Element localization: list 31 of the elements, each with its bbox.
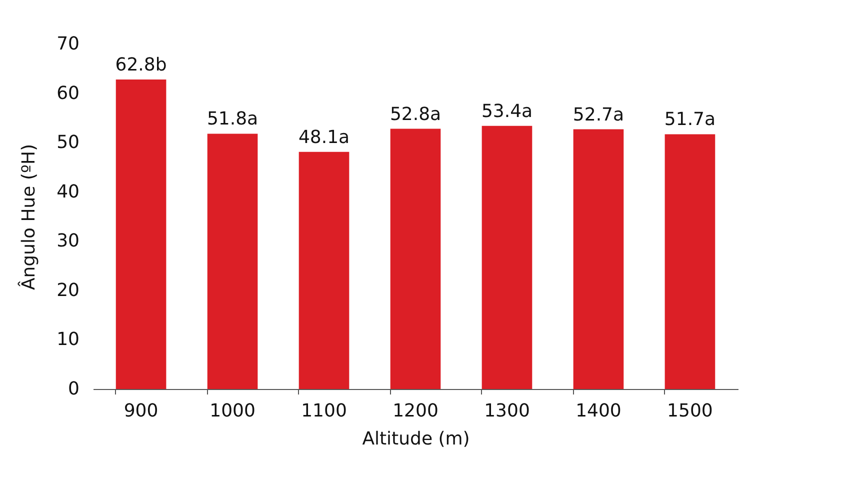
bar — [390, 128, 441, 389]
y-tick-label: 10 — [56, 329, 80, 350]
y-tick-label: 20 — [56, 280, 80, 301]
x-tick-label: 1400 — [576, 400, 622, 422]
bar — [298, 152, 350, 389]
x-tick-label: 1200 — [392, 400, 438, 422]
data-label: 62.8b — [115, 54, 167, 76]
data-label: 53.4a — [481, 100, 533, 122]
x-tick-label: 900 — [124, 400, 158, 422]
data-label: 48.1a — [298, 126, 350, 148]
y-tick-label: 50 — [56, 132, 80, 154]
y-tick-label: 70 — [56, 34, 80, 54]
x-tick-label: 1000 — [210, 400, 256, 422]
bar — [116, 79, 166, 389]
bar — [573, 129, 624, 389]
x-tick-label: 1500 — [667, 400, 713, 422]
bar — [664, 134, 716, 389]
y-tick-label: 30 — [56, 230, 80, 252]
data-label: 51.7a — [664, 109, 716, 130]
y-tick-label: 0 — [68, 378, 80, 400]
x-tick-label: 1100 — [301, 400, 347, 422]
data-label: 52.8a — [390, 104, 442, 125]
y-tick-label: 40 — [56, 181, 80, 202]
y-tick-label: 60 — [56, 82, 80, 104]
bar — [482, 126, 532, 389]
bar — [207, 134, 258, 389]
x-axis-title: Altitude (m) — [362, 428, 470, 450]
y-axis-title: Ângulo Hue (ºH) — [18, 144, 40, 290]
x-tick-label: 1300 — [484, 400, 530, 422]
data-label: 52.7a — [572, 104, 624, 126]
data-label: 51.8a — [206, 108, 258, 130]
